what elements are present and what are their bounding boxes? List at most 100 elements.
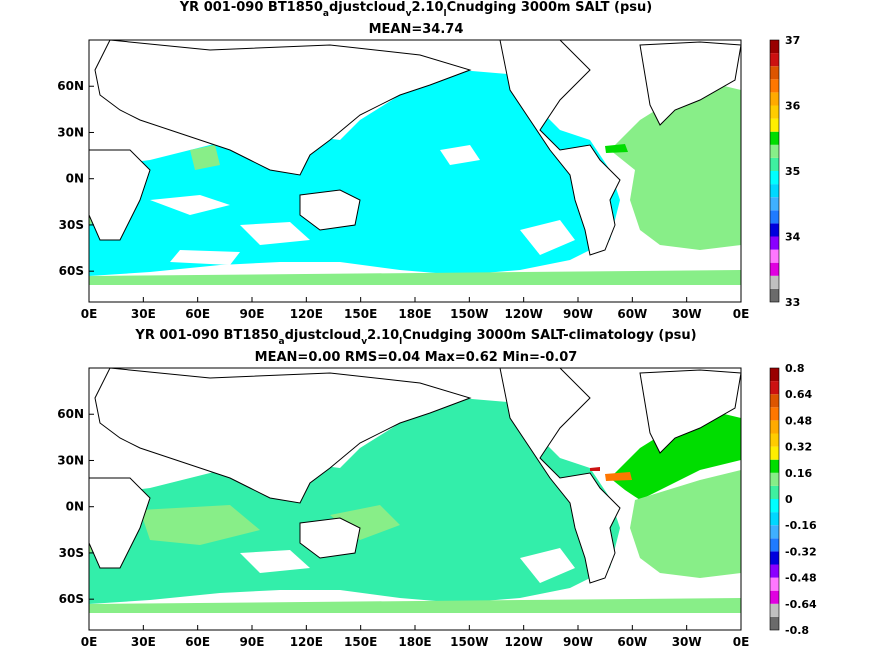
colorbar-segment [770,105,779,119]
colorbar-label: 37 [785,34,800,47]
colorbar: 0.8 0.64 0.48 0.32 0.16 0 -0.16 -0.32 -0.48 -0.64… [769,362,817,637]
colorbar-segment [770,590,779,604]
colorbar-segment [770,499,779,513]
colorbar-segment [770,79,779,93]
colorbar-segment [770,433,779,447]
colorbar-label: 0.8 [785,362,805,375]
x-tick-label: 0E [733,635,750,649]
x-tick-label: 120E [290,635,323,649]
y-tick-label: 60S [59,592,84,606]
x-axis-ticks: 0E 30E 60E 90E 120E 150E 180E 150W 120W 90W 60W 30W… [81,297,749,321]
colorbar-segment [770,394,779,408]
y-tick-label: 30S [59,546,84,560]
colorbar-segment [770,131,779,145]
colorbar-segment [770,538,779,552]
colorbar-label: 34 [785,231,801,244]
x-tick-label: 90W [563,635,593,649]
x-tick-label: 30E [131,307,156,321]
colorbar-label: -0.16 [785,519,817,532]
x-tick-label: 180E [398,307,431,321]
colorbar-segment [770,157,779,171]
colorbar-label: 0.48 [785,414,812,427]
panel-salt: YR 001-090 BT1850adjustcloudv2.10lCnudgi… [57,0,800,321]
colorbar-segment [770,171,779,185]
colorbar-segment [770,472,779,486]
colorbar-segment [770,368,779,382]
colorbar-segment [770,118,779,132]
colorbar-segment [770,144,779,158]
x-tick-label: 150E [344,307,377,321]
colorbar-frame [769,39,780,303]
colorbar-segment [770,616,779,630]
colorbar-segment [770,485,779,499]
colorbar-segment [770,551,779,565]
colorbar-label: 0 [785,493,793,506]
colorbar: 33 34 35 36 37 [769,34,801,309]
x-tick-label: 180E [398,635,431,649]
colorbar-segment [770,420,779,434]
x-tick-label: 120W [505,635,543,649]
panel-salt-anomaly: YR 001-090 BT1850adjustcloudv2.10lCnudgi… [57,328,817,649]
colorbar-segment [770,446,779,460]
colorbar-label: 35 [785,165,800,178]
colorbar-label: -0.64 [785,598,817,611]
x-tick-label: 60W [617,635,647,649]
x-tick-label: 90W [563,307,593,321]
x-tick-label: 0E [81,635,98,649]
colorbar-segment [770,197,779,211]
x-tick-label: 0E [81,307,98,321]
continents [89,368,741,584]
x-tick-label: 60E [185,307,210,321]
colorbar-frame [769,367,780,631]
x-tick-label: 90E [240,635,265,649]
colorbar-segment [770,381,779,395]
colorbar-segment [770,288,779,302]
y-tick-label: 30N [57,453,84,467]
colorbar-label: 0.32 [785,441,812,454]
x-tick-label: 150W [450,307,488,321]
chart-title: YR 001-090 BT1850adjustcloudv2.10lCnudgi… [179,0,652,19]
y-tick-label: 30S [59,218,84,232]
y-axis-ticks: 60N 30N 0N 30S 60S [57,79,94,278]
colorbar-label: -0.32 [785,545,817,558]
x-tick-label: 150W [450,635,488,649]
colorbar-segment [770,577,779,591]
colorbar-label: 0.16 [785,467,812,480]
x-tick-label: 30W [672,307,702,321]
colorbar-segment [770,512,779,526]
colorbar-segment [770,275,779,289]
colorbar-label: 33 [785,296,800,309]
colorbar-label: 0.64 [785,388,812,401]
colorbar-segment [770,236,779,250]
x-tick-label: 30E [131,635,156,649]
colorbar-segment [770,262,779,276]
continents [89,40,741,256]
ocean-region [89,70,620,276]
x-axis-ticks: 0E 30E 60E 90E 120E 150E 180E 150W 120W 90W 60W 30W… [81,625,750,649]
x-tick-label: 30W [672,635,702,649]
chart-subtitle: MEAN=34.74 [369,22,464,37]
colorbar-segment [770,459,779,473]
y-tick-label: 60N [57,407,84,421]
colorbar-label: 36 [785,100,801,113]
chart-title: YR 001-090 BT1850adjustcloudv2.10lCnudgi… [134,328,696,347]
colorbar-segment [770,92,779,106]
x-tick-label: 120W [505,307,543,321]
colorbar-segment [770,407,779,421]
colorbar-segment [770,603,779,617]
y-tick-label: 60N [57,79,84,93]
y-tick-label: 60S [59,264,84,278]
colorbar-segment [770,210,779,224]
colorbar-segment [770,525,779,539]
colorbar-segment [770,184,779,198]
map-field [89,368,741,630]
y-tick-label: 0N [66,172,84,186]
x-tick-label: 90E [240,307,265,321]
colorbar-segment [770,66,779,80]
x-tick-label: 150E [344,635,377,649]
colorbar-segment [770,249,779,263]
colorbar-segment [770,223,779,237]
map-field [89,40,741,302]
colorbar-segment [770,53,779,67]
